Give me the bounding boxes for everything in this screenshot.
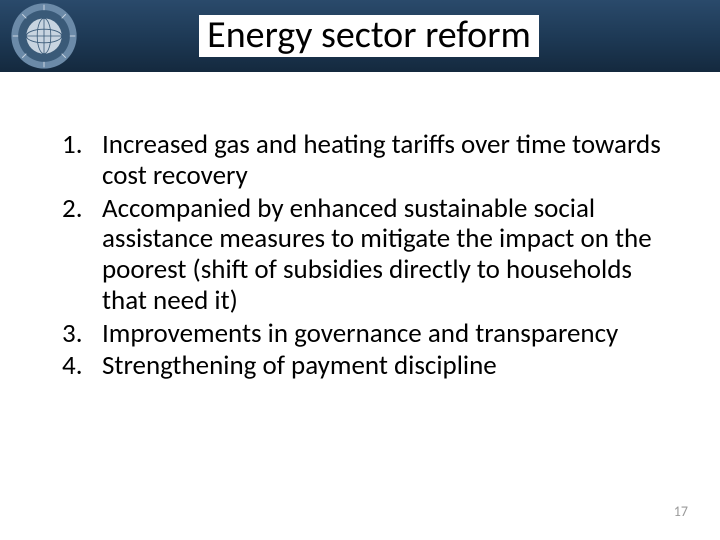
slide-title: Energy sector reform <box>199 15 539 57</box>
title-container: Energy sector reform <box>78 15 720 57</box>
numbered-list: Increased gas and heating tariffs over t… <box>54 130 666 382</box>
page-number: 17 <box>674 503 688 520</box>
list-item: Strengthening of payment discipline <box>54 351 666 382</box>
list-item: Improvements in governance and transpare… <box>54 319 666 350</box>
list-item: Accompanied by enhanced sustainable soci… <box>54 194 666 317</box>
imf-logo-icon <box>10 2 78 70</box>
list-item: Increased gas and heating tariffs over t… <box>54 130 666 192</box>
slide-header: Energy sector reform <box>0 0 720 72</box>
slide-body: Increased gas and heating tariffs over t… <box>0 72 720 382</box>
